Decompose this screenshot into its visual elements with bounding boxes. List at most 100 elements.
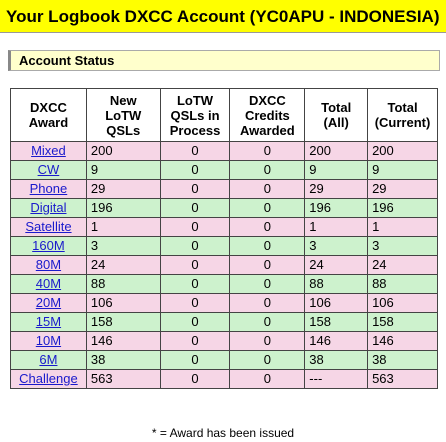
award-cell: Mixed (10, 141, 87, 161)
header-line: New (109, 92, 137, 108)
table-row: 40M 88 0 0 88 88 (10, 274, 438, 294)
header-line: Total (387, 100, 418, 115)
award-cell: 80M (10, 255, 87, 275)
value-cell: 0 (229, 255, 306, 275)
value-cell: 0 (229, 312, 306, 332)
value-cell: 0 (159, 236, 231, 256)
award-link[interactable]: 15M (35, 314, 62, 329)
value-cell: 0 (159, 331, 231, 351)
header-line: LoTW (105, 107, 142, 123)
header-line: Credits (244, 107, 290, 123)
value-cell: 196 (85, 198, 161, 218)
account-table: DXCC Award New LoTW QSLs LoTW QSLs in Process DX… (10, 88, 438, 389)
value-cell: 563 (85, 369, 161, 389)
value-cell: 29 (85, 179, 161, 199)
value-cell: 9 (85, 160, 161, 180)
value-cell: 200 (367, 141, 438, 161)
section-header: Account Status (8, 50, 440, 71)
award-link[interactable]: 40M (35, 276, 62, 291)
award-link[interactable]: 10M (35, 333, 62, 348)
value-cell: 29 (367, 179, 438, 199)
award-cell: Challenge (10, 369, 87, 389)
table-body: Mixed 200 0 0 200 200 CW 9 0 0 9 9 Phone 29 0 0 29 29 Digi… (10, 141, 438, 389)
value-cell: 0 (159, 141, 231, 161)
value-cell: 146 (304, 331, 369, 351)
award-cell: Satellite (10, 217, 87, 237)
header-line: DXCC (248, 92, 286, 108)
value-cell: 0 (229, 179, 306, 199)
award-link[interactable]: Phone (29, 181, 68, 196)
value-cell: 3 (85, 236, 161, 256)
header-line: LoTW (176, 92, 214, 108)
footnote: * = Award has been issued (151, 426, 295, 440)
value-cell: 88 (367, 274, 438, 294)
table-row: 80M 24 0 0 24 24 (10, 255, 438, 275)
value-cell: 0 (229, 160, 306, 180)
table-row: Phone 29 0 0 29 29 (10, 179, 438, 199)
value-cell: 3 (367, 236, 438, 256)
value-cell: 38 (85, 350, 161, 370)
award-link[interactable]: 6M (39, 352, 58, 367)
award-link[interactable]: Mixed (31, 143, 66, 158)
header-line: DXCC (30, 100, 67, 115)
value-cell: 0 (229, 274, 306, 294)
value-cell: 0 (159, 312, 231, 332)
header-line: Awarded (240, 122, 295, 138)
table-row: 20M 106 0 0 106 106 (10, 293, 438, 313)
header-row: DXCC Award New LoTW QSLs LoTW QSLs in Process DX… (10, 88, 438, 142)
table-row: 15M 158 0 0 158 158 (10, 312, 438, 332)
value-cell: 24 (304, 255, 369, 275)
award-link[interactable]: CW (37, 162, 60, 177)
table-row: Satellite 1 0 0 1 1 (10, 217, 438, 237)
value-cell: 158 (85, 312, 161, 332)
value-cell: 88 (85, 274, 161, 294)
value-cell: 563 (367, 369, 438, 389)
table-row: Mixed 200 0 0 200 200 (10, 141, 438, 161)
value-cell: 0 (159, 217, 231, 237)
page-title: Your Logbook DXCC Account (YC0APU - INDO… (0, 0, 446, 33)
award-link[interactable]: 80M (35, 257, 62, 272)
value-cell: 1 (85, 217, 161, 237)
award-cell: 20M (10, 293, 87, 313)
header-cell: LoTW QSLs in Process (159, 88, 231, 142)
header-line: (Current) (374, 115, 431, 130)
table-row: 6M 38 0 0 38 38 (10, 350, 438, 370)
header-line: QSLs in (170, 107, 220, 123)
value-cell: 0 (229, 350, 306, 370)
table-row: Challenge 563 0 0 --- 563 (10, 369, 438, 389)
value-cell: 106 (304, 293, 369, 313)
value-cell: 0 (229, 236, 306, 256)
award-cell: Phone (10, 179, 87, 199)
value-cell: 24 (85, 255, 161, 275)
award-link[interactable]: Satellite (25, 219, 72, 234)
value-cell: 0 (229, 217, 306, 237)
value-cell: 0 (159, 198, 231, 218)
header-cell: Total (Current) (367, 88, 438, 142)
value-cell: 0 (229, 331, 306, 351)
value-cell: 9 (367, 160, 438, 180)
award-link[interactable]: Digital (30, 200, 67, 215)
value-cell: 38 (367, 350, 438, 370)
value-cell: --- (304, 369, 369, 389)
award-cell: CW (10, 160, 87, 180)
award-cell: 40M (10, 274, 87, 294)
value-cell: 1 (304, 217, 369, 237)
table-row: 10M 146 0 0 146 146 (10, 331, 438, 351)
value-cell: 146 (367, 331, 438, 351)
value-cell: 0 (159, 274, 231, 294)
value-cell: 200 (85, 141, 161, 161)
award-link[interactable]: Challenge (19, 371, 78, 386)
value-cell: 158 (304, 312, 369, 332)
header-cell: New LoTW QSLs (85, 88, 161, 142)
value-cell: 196 (367, 198, 438, 218)
value-cell: 88 (304, 274, 369, 294)
header-line: (All) (323, 115, 349, 130)
award-cell: 6M (10, 350, 87, 370)
award-link[interactable]: 20M (35, 295, 62, 310)
value-cell: 29 (304, 179, 369, 199)
header-line: Total (321, 100, 352, 115)
value-cell: 0 (229, 141, 306, 161)
award-link[interactable]: 160M (32, 238, 65, 253)
value-cell: 0 (159, 369, 231, 389)
